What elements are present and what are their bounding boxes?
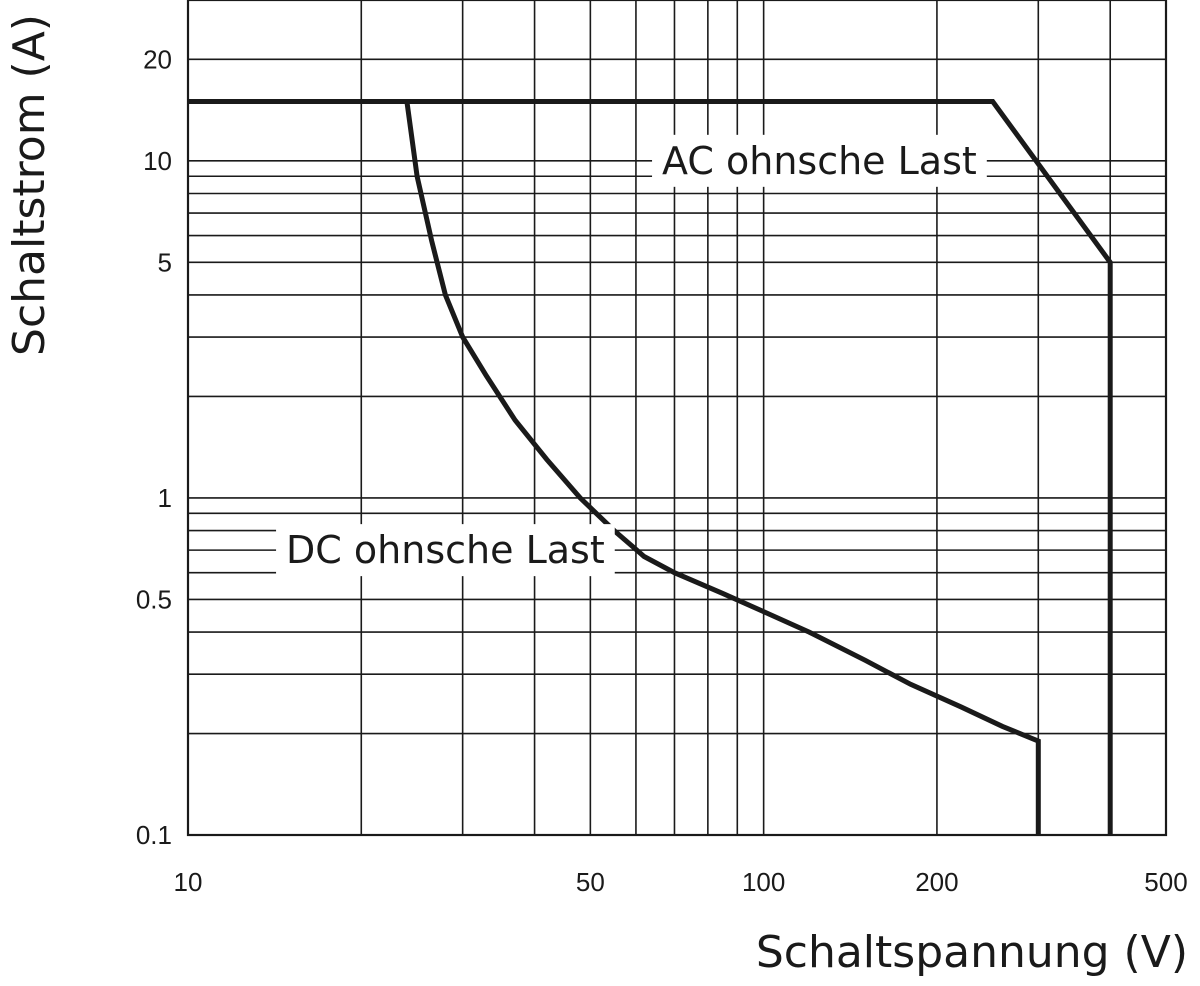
y-tick-label: 10 [143, 146, 172, 176]
y-tick-label: 0.1 [136, 820, 172, 850]
series-lines [188, 99, 1113, 835]
series-labels: AC ohnsche Last DC ohnsche Last [276, 134, 987, 577]
series-label-dc: DC ohnsche Last [276, 524, 615, 577]
series-label-bg [276, 524, 615, 577]
series-line-ac [188, 99, 1113, 835]
y-tick-label: 1 [158, 483, 172, 513]
x-axis-title: Schaltspannung (V) [756, 927, 1188, 978]
series-line-dc [404, 101, 1041, 835]
x-tick-label: 200 [915, 867, 958, 897]
series-label-text: AC ohnsche Last [662, 139, 977, 183]
series-label-bg [652, 134, 987, 187]
y-tick-label: 5 [158, 247, 172, 277]
tick-labels: 10 50 100 200 500 0.1 0.5 1 5 10 20 [136, 44, 1188, 897]
series-label-ac: AC ohnsche Last [652, 134, 987, 187]
x-tick-label: 50 [576, 867, 605, 897]
x-tick-label: 500 [1144, 867, 1187, 897]
grid [188, 0, 1166, 835]
series-label-text: DC ohnsche Last [286, 528, 605, 572]
x-tick-label: 100 [742, 867, 785, 897]
plot-frame [186, 0, 1168, 837]
y-axis-title: Schaltstrom (A) [4, 14, 55, 356]
x-tick-label: 10 [174, 867, 203, 897]
y-tick-label: 20 [143, 44, 172, 74]
y-tick-label: 0.5 [136, 584, 172, 614]
